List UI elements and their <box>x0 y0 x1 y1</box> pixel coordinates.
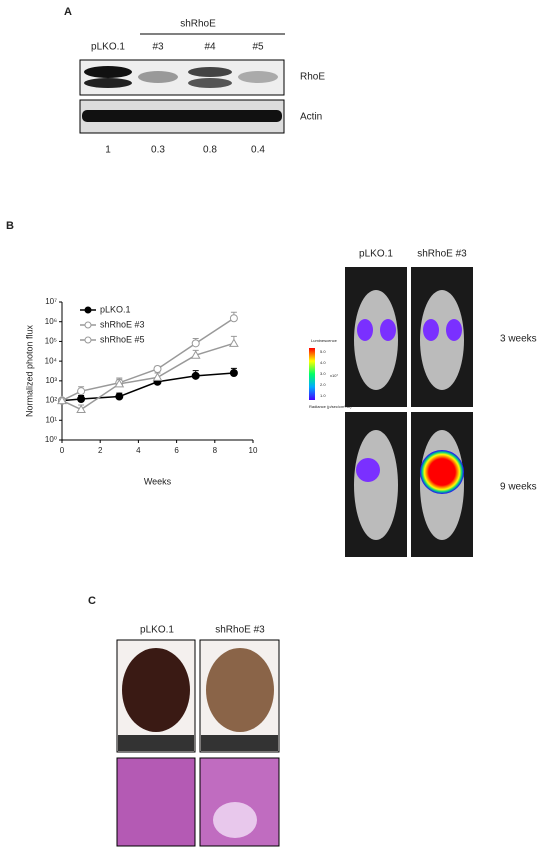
y-tick-label: 10⁵ <box>45 337 57 346</box>
x-tick-label: 10 <box>249 446 258 455</box>
y-tick-label: 10⁴ <box>45 356 58 365</box>
marker <box>152 372 163 381</box>
marker <box>57 395 67 405</box>
colorbar-tick: 5.0 <box>320 349 326 354</box>
x-axis-title: Weeks <box>144 476 172 486</box>
y-tick-label: 10¹ <box>45 415 57 424</box>
legend-label: shRhoE #5 <box>100 334 145 344</box>
x-tick-label: 0 <box>60 446 65 455</box>
marker <box>229 314 238 323</box>
colorbar-title: Luminescence <box>311 338 338 343</box>
ratio: 0.3 <box>151 145 165 156</box>
colorbar-caption: Radiance (p/sec/cm²/sr) <box>309 404 352 409</box>
legend-label: shRhoE #3 <box>100 319 145 329</box>
mouse-images <box>345 267 473 557</box>
ratio: 0.4 <box>251 145 265 156</box>
colorbar-tick: 1.0 <box>320 393 326 398</box>
y-tick-label: 10⁶ <box>45 317 57 326</box>
marker <box>76 404 86 414</box>
colorbar-tick: 2.0 <box>320 382 326 387</box>
marker <box>229 369 238 378</box>
legend-swatch <box>84 321 92 329</box>
legend-label: pLKO.1 <box>100 304 131 314</box>
x-tick-label: 6 <box>174 446 179 455</box>
time-label: 3 weeks <box>500 334 537 345</box>
marker <box>229 338 239 347</box>
row-label: RhoE <box>300 72 325 83</box>
lane-label: pLKO.1 <box>91 42 125 53</box>
panel-label: A <box>64 6 72 18</box>
y-tick-label: 10² <box>45 396 57 405</box>
lane-label: #4 <box>204 42 216 53</box>
series-line <box>61 372 234 402</box>
panel-label: B <box>6 220 14 232</box>
x-tick-label: 4 <box>136 446 141 455</box>
colorbar-unit: x10⁷ <box>330 373 338 378</box>
column-label: shRhoE #3 <box>215 625 265 636</box>
ratio: 1 <box>105 145 111 156</box>
band <box>82 110 282 122</box>
x-tick-label: 8 <box>213 446 218 455</box>
row-label: Actin <box>300 112 322 123</box>
marker <box>77 387 86 396</box>
colorbar <box>309 348 315 400</box>
legend-swatch <box>84 306 92 314</box>
series-line <box>61 342 235 411</box>
column-label: pLKO.1 <box>359 249 393 260</box>
panel-label: C <box>88 595 96 607</box>
bands <box>84 66 278 88</box>
group-label: shRhoE <box>180 19 216 30</box>
y-tick-label: 10³ <box>45 376 57 385</box>
marker <box>191 371 200 380</box>
marker <box>77 395 86 404</box>
y-tick-label: 10⁰ <box>45 435 57 444</box>
lane-label: #5 <box>252 42 264 53</box>
lung-images <box>116 639 280 847</box>
lane-label: #3 <box>152 42 164 53</box>
colorbar-tick: 4.0 <box>320 360 326 365</box>
column-label: shRhoE #3 <box>417 249 467 260</box>
marker <box>191 339 200 348</box>
marker <box>115 392 124 401</box>
marker <box>190 350 201 359</box>
x-tick-label: 2 <box>98 446 103 455</box>
legend-swatch <box>84 336 92 344</box>
marker <box>153 364 162 373</box>
y-axis-title: Normalized photon flux <box>24 324 34 417</box>
column-label: pLKO.1 <box>140 625 174 636</box>
time-label: 9 weeks <box>500 482 537 493</box>
series-line <box>61 317 235 402</box>
colorbar-tick: 3.0 <box>320 371 326 376</box>
ratio: 0.8 <box>203 145 217 156</box>
y-tick-label: 10⁷ <box>45 297 57 306</box>
marker <box>114 378 125 388</box>
